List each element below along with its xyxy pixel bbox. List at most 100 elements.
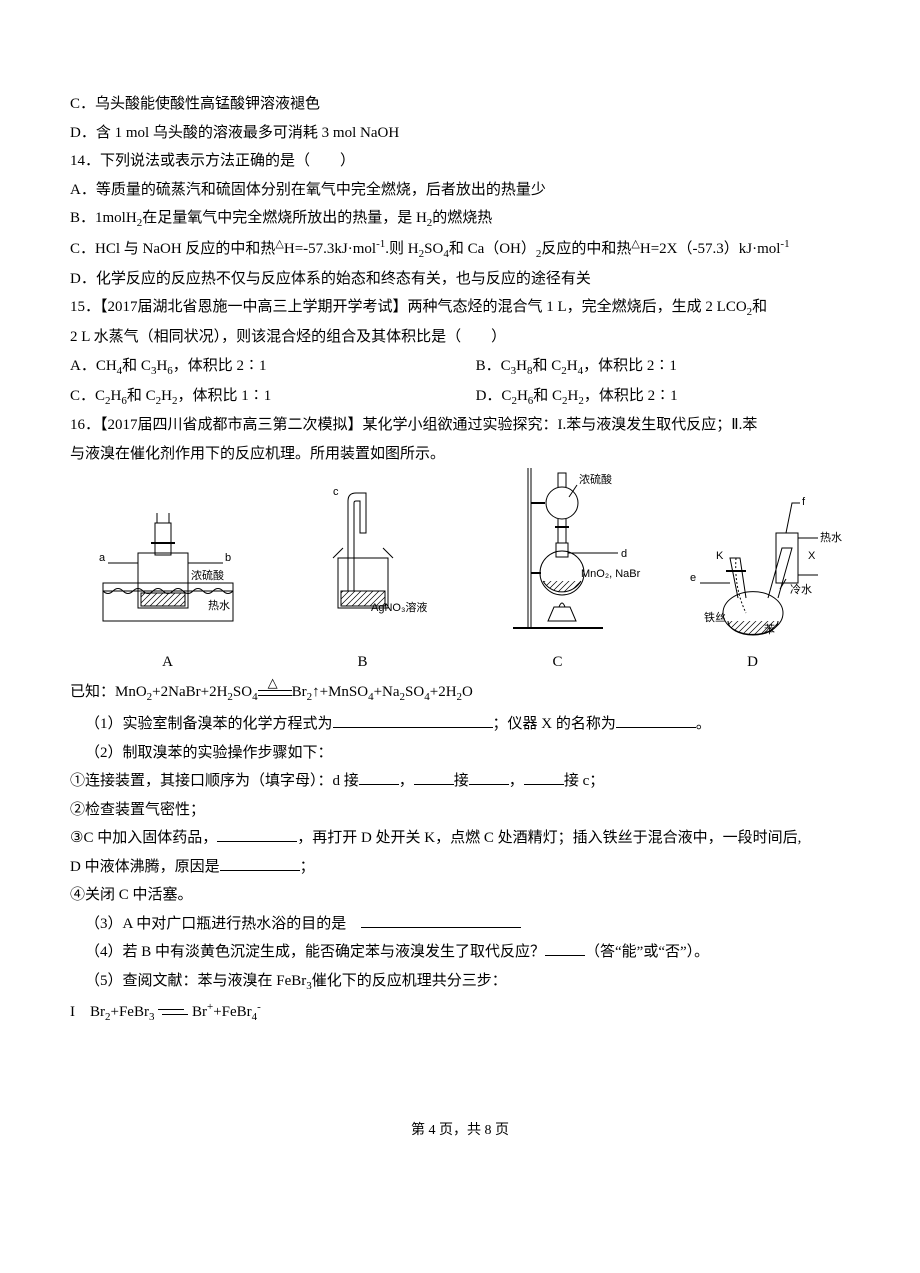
text: （3）A 中对广口瓶进行热水浴的目的是 — [85, 916, 361, 932]
text: ；仪器 X 的名称为 — [493, 716, 616, 732]
text: 已知：MnO — [70, 684, 147, 700]
label-b: b — [225, 552, 231, 564]
text: 和 C — [127, 388, 156, 404]
text: （5）查阅文献：苯与液溴在 FeBr — [85, 973, 306, 989]
text: H=2X（-57.3）kJ·mol — [640, 241, 781, 257]
q14-option-b: B．1molH2在足量氧气中完全燃烧所放出的热量，是 H2的燃烧热 — [70, 204, 850, 234]
q16-part5: （5）查阅文献：苯与液溴在 FeBr3催化下的反应机理共分三步： — [70, 967, 850, 997]
text: 15．【2017届湖北省恩施一中高三上学期开学考试】两种气态烃的混合气 1 L，… — [70, 299, 747, 315]
q16-part2-1: ①连接装置，其接口顺序为（填字母）：d 接，接，接 c； — [70, 767, 850, 796]
text: H=-57.3kJ·mol — [284, 241, 376, 257]
text: ，体积比 1∶1 — [177, 388, 271, 404]
text: C．C — [70, 388, 105, 404]
q13-option-d: D．含 1 mol 乌头酸的溶液最多可消耗 3 mol NaOH — [70, 119, 850, 148]
q16-part1: （1）实验室制备溴苯的化学方程式为 ；仪器 X 的名称为 。 — [70, 710, 850, 739]
text: 反应的中和热 — [541, 241, 631, 257]
q16-part2-3a: ③C 中加入固体药品，，再打开 D 处开关 K，点燃 C 处酒精灯；插入铁丝于混… — [70, 824, 850, 853]
label-agno3: AgNO₃溶液 — [371, 600, 427, 614]
apparatus-figure-row: a b 浓硫酸 热水 A c AgNO₃溶液 B — [70, 486, 850, 676]
fig-d-label: D — [655, 648, 850, 677]
text: 和 Ca（OH） — [449, 241, 536, 257]
text: H — [156, 358, 167, 374]
text: （答“能”或“否”）。 — [585, 944, 709, 960]
q14-option-c: C．HCl 与 NaOH 反应的中和热△H=-57.3kJ·mol-1.则 H2… — [70, 234, 850, 265]
text: H — [567, 358, 578, 374]
text: +2H — [430, 684, 457, 700]
text: A．CH — [70, 358, 117, 374]
text: Br — [188, 1004, 207, 1020]
fig-a-label: A — [70, 648, 265, 677]
q16-step1: I Br2+FeBr3 Br++FeBr4- — [70, 997, 850, 1028]
q16-part3: （3）A 中对广口瓶进行热水浴的目的是 — [70, 910, 850, 939]
text: ， — [399, 773, 414, 789]
blank — [524, 769, 564, 785]
blank — [545, 940, 585, 956]
text: 接 — [454, 773, 469, 789]
reaction-arrow: △ — [258, 687, 292, 699]
q15-option-c: C．C2H6和 C2H2，体积比 1∶1 — [70, 382, 476, 412]
text: SO — [233, 684, 252, 700]
label-mno2-nabr: MnO₂, NaBr — [581, 568, 641, 580]
text: ； — [300, 859, 315, 875]
text: 接 c； — [564, 773, 604, 789]
label-k: K — [716, 550, 724, 562]
text: SO — [424, 241, 443, 257]
q15-option-a: A．CH4和 C3H6，体积比 2∶1 — [70, 352, 476, 382]
text: O — [462, 684, 473, 700]
text: .则 H — [385, 241, 418, 257]
label-h2so4: 浓硫酸 — [191, 568, 224, 582]
q15-stem-2: 2 L 水蒸气（相同状况），则该混合烃的组合及其体积比是（ ） — [70, 323, 850, 352]
text: 催化下的反应机理共分三步： — [312, 973, 507, 989]
apparatus-d-svg: K e f X 热水 冷水 铁丝 苯 — [668, 463, 838, 633]
text: H — [517, 388, 528, 404]
text: I Br — [70, 1004, 105, 1020]
text: 在足量氧气中完全燃烧所放出的热量，是 H — [142, 210, 427, 226]
text: +Na — [374, 684, 400, 700]
apparatus-c-svg: 浓硫酸 d MnO₂, NaBr — [473, 443, 643, 633]
text: C．HCl 与 NaOH 反应的中和热 — [70, 241, 275, 257]
text: H — [111, 388, 122, 404]
label-c: c — [333, 486, 339, 498]
q16-part2-3b: D 中液体沸腾，原因是 ； — [70, 853, 850, 882]
known-equation: 已知：MnO2+2NaBr+2H2SO4△Br2↑+MnSO4+Na2SO4+2… — [70, 678, 850, 708]
q14-stem: 14．下列说法或表示方法正确的是（ ） — [70, 147, 850, 176]
apparatus-a: a b 浓硫酸 热水 A — [70, 483, 265, 676]
label-a: a — [99, 552, 106, 564]
blank — [217, 826, 297, 842]
apparatus-a-svg: a b 浓硫酸 热水 — [93, 483, 243, 633]
text: ③C 中加入固体药品， — [70, 830, 217, 846]
q14-option-a: A．等质量的硫蒸汽和硫固体分别在氧气中完全燃烧，后者放出的热量少 — [70, 176, 850, 205]
text: +FeBr — [213, 1004, 251, 1020]
text: ，体积比 2∶1 — [584, 388, 678, 404]
text: 。 — [696, 716, 711, 732]
label-d: d — [621, 548, 627, 560]
q14-option-d: D．化学反应的反应热不仅与反应体系的始态和终态有关，也与反应的途径有关 — [70, 265, 850, 294]
blank — [220, 855, 300, 871]
text: 和 C — [122, 358, 151, 374]
apparatus-d: K e f X 热水 冷水 铁丝 苯 D — [655, 463, 850, 676]
fig-b-label: B — [265, 648, 460, 677]
text: SO — [405, 684, 424, 700]
label-conc-h2so4: 浓硫酸 — [579, 472, 612, 486]
text: +2NaBr+2H — [152, 684, 227, 700]
apparatus-c: 浓硫酸 d MnO₂, NaBr C — [460, 443, 655, 676]
q15-option-b: B．C3H8和 C2H4，体积比 2∶1 — [476, 352, 850, 382]
text: +FeBr — [111, 1004, 149, 1020]
text: 和 — [752, 299, 767, 315]
q16-part2: （2）制取溴苯的实验操作步骤如下： — [70, 739, 850, 768]
q15-stem-1: 15．【2017届湖北省恩施一中高三上学期开学考试】两种气态烃的混合气 1 L，… — [70, 293, 850, 323]
q16-part2-4: ④关闭 C 中活塞。 — [70, 881, 850, 910]
q16-part2-2: ②检查装置气密性； — [70, 796, 850, 825]
q16-stem-1: 16．【2017届四川省成都市高三第二次模拟】某化学小组欲通过实验探究：I.苯与… — [70, 411, 850, 440]
fig-c-label: C — [460, 648, 655, 677]
blank — [414, 769, 454, 785]
text: ↑+MnSO — [312, 684, 368, 700]
label-hotwater: 热水 — [208, 599, 230, 612]
label-e: e — [690, 572, 696, 584]
label-hotwater2: 热水 — [820, 531, 842, 544]
blank — [616, 712, 696, 728]
text: D 中液体沸腾，原因是 — [70, 859, 220, 875]
q16-part4: （4）若 B 中有淡黄色沉淀生成，能否确定苯与液溴发生了取代反应？（答“能”或“… — [70, 938, 850, 967]
blank — [361, 912, 521, 928]
text: （1）实验室制备溴苯的化学方程式为 — [85, 716, 333, 732]
